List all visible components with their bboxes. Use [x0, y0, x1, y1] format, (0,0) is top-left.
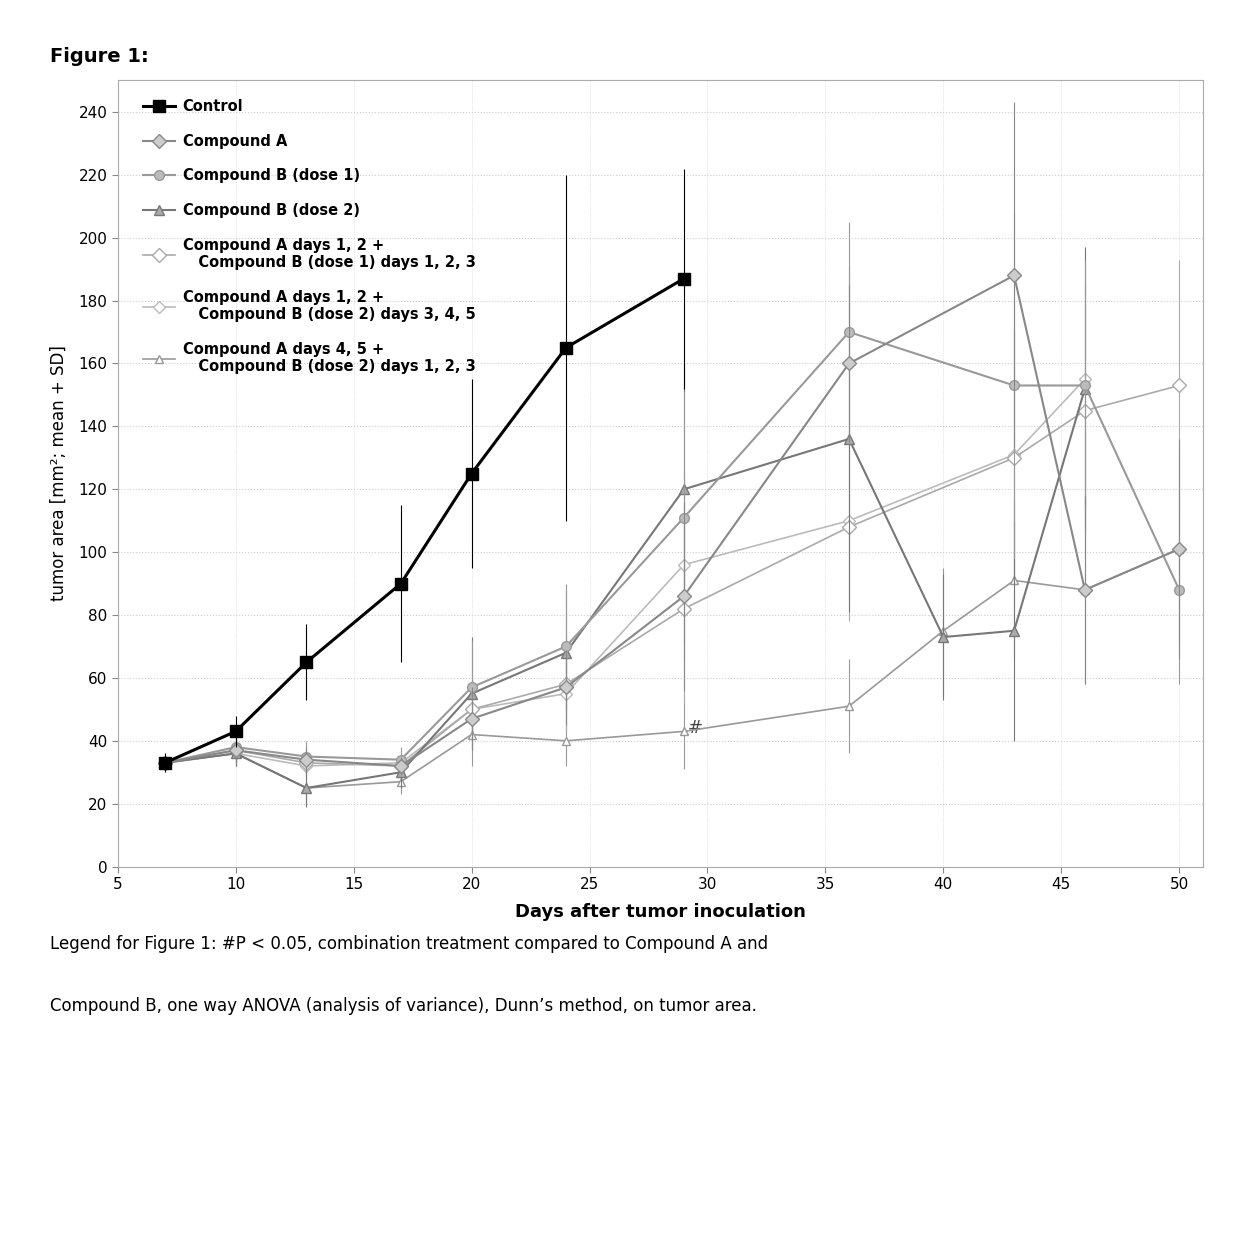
Text: #: #	[688, 719, 703, 738]
Y-axis label: tumor area [mm²; mean + SD]: tumor area [mm²; mean + SD]	[50, 345, 67, 602]
Text: Figure 1:: Figure 1:	[50, 47, 149, 66]
Text: Compound B, one way ANOVA (analysis of variance), Dunn’s method, on tumor area.: Compound B, one way ANOVA (analysis of v…	[50, 997, 756, 1015]
X-axis label: Days after tumor inoculation: Days after tumor inoculation	[515, 904, 806, 921]
Text: Legend for Figure 1: #P < 0.05, combination treatment compared to Compound A and: Legend for Figure 1: #P < 0.05, combinat…	[50, 935, 768, 953]
Legend: Control, Compound A, Compound B (dose 1), Compound B (dose 2), Compound A days 1: Control, Compound A, Compound B (dose 1)…	[136, 92, 482, 381]
